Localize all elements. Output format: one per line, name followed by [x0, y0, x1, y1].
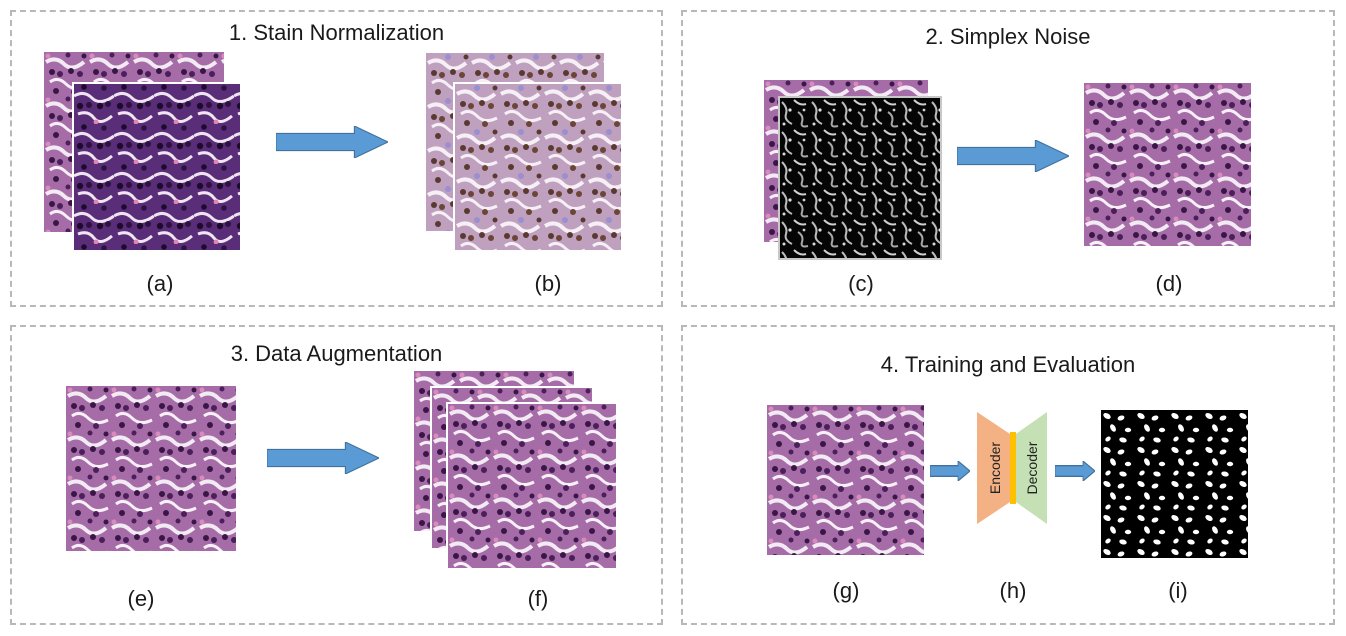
bottleneck-bar — [1010, 432, 1016, 504]
panel-title: 1. Stain Normalization — [228, 20, 445, 45]
panel-data-augmentation: 3. Data Augmentation — [10, 325, 663, 625]
encoder-label: Encoder — [987, 441, 1003, 495]
tissue-image-a — [72, 82, 242, 252]
encoder-block — [977, 412, 1013, 524]
tissue-image-e — [66, 386, 236, 551]
label-b: (b) — [534, 271, 562, 296]
panel-simplex-noise: 2. Simplex Noise — [681, 10, 1335, 307]
label-a: (a) — [146, 271, 174, 296]
panel-training-evaluation: 4. Training and Evaluation — [681, 325, 1335, 625]
decoder-label: Decoder — [1024, 441, 1040, 495]
label-h: (h) — [999, 578, 1027, 603]
label-f: (f) — [527, 586, 549, 611]
arrow-icon — [930, 461, 970, 481]
label-i: (i) — [1168, 578, 1188, 603]
arrow-icon — [1055, 461, 1095, 481]
label-g: (g) — [832, 578, 860, 603]
panel-title: 4. Training and Evaluation — [880, 352, 1136, 377]
tissue-image-b — [453, 82, 623, 252]
label-e: (e) — [127, 586, 155, 611]
label-c: (c) — [848, 271, 874, 296]
panel-stain-normalization: 1. Stain Normalization — [10, 10, 663, 307]
panel-title: 2. Simplex Noise — [925, 24, 1091, 49]
tissue-image-g — [767, 405, 924, 555]
segmentation-mask-i — [1101, 410, 1248, 558]
encoder-decoder-diagram — [977, 412, 1047, 524]
arrow-icon — [267, 442, 379, 474]
noise-image-c — [778, 96, 942, 260]
arrow-icon — [276, 126, 388, 158]
tissue-image-f — [446, 402, 618, 570]
decoder-block — [1013, 412, 1047, 524]
panel-title: 3. Data Augmentation — [230, 341, 443, 366]
tissue-image-d — [1084, 83, 1251, 246]
arrow-icon — [957, 140, 1069, 172]
label-d: (d) — [1155, 271, 1183, 296]
